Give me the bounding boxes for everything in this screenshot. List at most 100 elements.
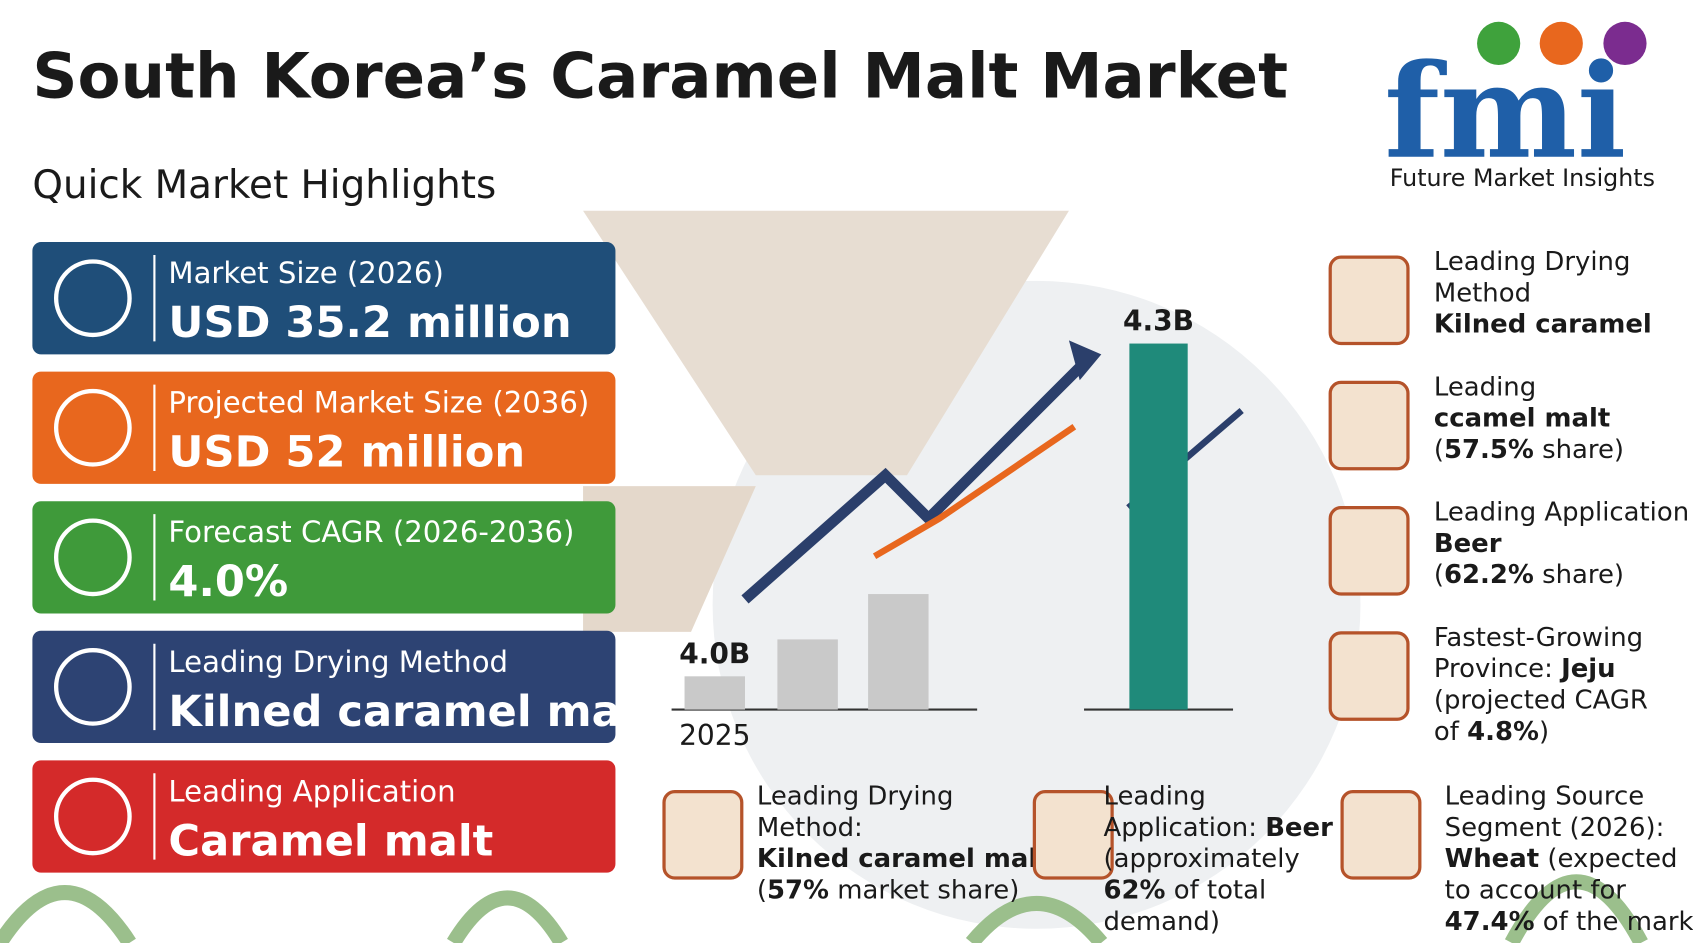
info-line: Leading Drying bbox=[1434, 247, 1631, 277]
bar bbox=[684, 676, 746, 710]
info-text: (approximately bbox=[1103, 844, 1299, 874]
highlight-value: USD 35.2 million bbox=[168, 298, 571, 348]
highlight-value: 4.0% bbox=[168, 557, 288, 607]
logo-dot bbox=[1539, 21, 1583, 65]
info-text: Wheat bbox=[1445, 844, 1539, 874]
info-text: Application: bbox=[1103, 813, 1265, 843]
highlight-icon bbox=[53, 259, 132, 338]
info-line: Province: Jeju bbox=[1434, 654, 1616, 684]
highlight-label: Projected Market Size (2036) bbox=[168, 386, 589, 420]
info-text: Jeju bbox=[1559, 654, 1616, 684]
logo-caption: Future Market Insights bbox=[1390, 164, 1655, 192]
highlight-box bbox=[32, 760, 616, 873]
info-text: Kilned caramel bbox=[1434, 310, 1652, 340]
highlight-box bbox=[32, 630, 616, 744]
info-text: (projected CAGR bbox=[1434, 685, 1648, 715]
info-text: of total bbox=[1165, 876, 1266, 906]
trend-arrow bbox=[741, 352, 1095, 604]
photo-decoration bbox=[583, 486, 756, 632]
highlight-icon bbox=[53, 648, 132, 726]
info-line: Segment (2026): bbox=[1445, 813, 1665, 843]
info-line: Wheat (expected bbox=[1445, 844, 1678, 874]
highlight-label: Leading Application bbox=[168, 774, 455, 808]
info-line: Beer bbox=[1434, 529, 1502, 559]
info-text: of bbox=[1434, 717, 1467, 747]
highlight-box bbox=[32, 242, 616, 355]
info-line: Method bbox=[1434, 278, 1531, 308]
info-line: (62.2% share) bbox=[1434, 560, 1624, 590]
bar-value-label: 4.3B bbox=[1123, 305, 1194, 338]
info-line: Application: Beer bbox=[1103, 813, 1333, 843]
info-line: 62% of total bbox=[1103, 876, 1266, 906]
bar-decoration bbox=[777, 639, 838, 710]
info-icon bbox=[1328, 255, 1410, 346]
info-line: (projected CAGR bbox=[1434, 685, 1648, 715]
info-line: Leading bbox=[1103, 782, 1205, 812]
info-text: 62% bbox=[1103, 876, 1165, 906]
info-icon bbox=[662, 790, 744, 880]
info-text: 57.5% bbox=[1444, 435, 1534, 465]
info-text: market share) bbox=[829, 876, 1019, 906]
highlight-icon bbox=[53, 777, 132, 856]
trend-arrow-head bbox=[1068, 340, 1102, 381]
info-text: Segment (2026): bbox=[1445, 813, 1665, 843]
logo-dot bbox=[1477, 21, 1521, 65]
highlight-icon bbox=[53, 388, 132, 467]
info-text: ccamel malt bbox=[1434, 404, 1610, 434]
info-text: Leading bbox=[1103, 782, 1205, 812]
info-text: (expected bbox=[1539, 844, 1677, 874]
photo-decoration bbox=[583, 210, 1069, 476]
plant-decoration bbox=[0, 874, 1648, 943]
bar-value-label: 4.0B bbox=[679, 637, 750, 670]
info-text: Beer bbox=[1265, 813, 1333, 843]
info-text: of the marke bbox=[1535, 907, 1693, 937]
bar bbox=[1129, 343, 1188, 710]
logo: fmi Future Market Insights bbox=[1384, 21, 1655, 192]
info-text: Beer bbox=[1434, 529, 1502, 559]
highlight-value: Kilned caramel malt bbox=[168, 687, 656, 737]
info-line: (approximately bbox=[1103, 844, 1299, 874]
info-line: Leading Application bbox=[1434, 498, 1689, 528]
info-text: share) bbox=[1534, 560, 1624, 590]
info-text: 57% bbox=[767, 876, 829, 906]
info-line: Leading Drying bbox=[757, 782, 954, 812]
info-text: 4.8% bbox=[1467, 717, 1539, 747]
info-text: Leading Application bbox=[1434, 498, 1689, 528]
info-text: Kilned caramel malt bbox=[757, 844, 1050, 874]
highlight-box bbox=[32, 501, 616, 614]
info-text: share) bbox=[1534, 435, 1624, 465]
info-text: Leading Source bbox=[1445, 782, 1645, 812]
info-text: ( bbox=[757, 876, 767, 906]
logo-dot bbox=[1603, 21, 1647, 65]
info-icon bbox=[1328, 380, 1410, 471]
info-line: Fastest-Growing bbox=[1434, 623, 1643, 653]
highlight-value: USD 52 million bbox=[168, 428, 525, 478]
info-text: Fastest-Growing bbox=[1434, 623, 1643, 653]
info-icon bbox=[1328, 631, 1410, 721]
info-line: (57.5% share) bbox=[1434, 435, 1624, 465]
info-line: of 4.8%) bbox=[1434, 717, 1549, 747]
info-line: ccamel malt bbox=[1434, 404, 1610, 434]
highlight-box bbox=[32, 371, 616, 484]
info-line: Kilned caramel bbox=[1434, 310, 1652, 340]
info-line: Kilned caramel malt bbox=[757, 844, 1050, 874]
highlight-label: Leading Drying Method bbox=[168, 645, 508, 679]
info-text: to account for bbox=[1445, 876, 1627, 906]
info-text: ( bbox=[1434, 435, 1444, 465]
logo-text: fmi bbox=[1384, 35, 1626, 188]
info-line: demand) bbox=[1103, 907, 1219, 937]
highlight-icon bbox=[53, 518, 132, 597]
info-icon bbox=[1340, 790, 1422, 880]
title: South Korea’s Caramel Malt Market bbox=[32, 39, 1288, 112]
info-text: Province: bbox=[1434, 654, 1561, 684]
info-line: to account for bbox=[1445, 876, 1627, 906]
info-text: Method: bbox=[757, 813, 863, 843]
info-text: 62.2% bbox=[1444, 560, 1534, 590]
highlight-value: Caramel malt bbox=[168, 816, 493, 866]
info-text: ) bbox=[1539, 717, 1549, 747]
info-icon bbox=[1328, 506, 1410, 596]
info-icon bbox=[1032, 790, 1114, 880]
info-line: Leading Source bbox=[1445, 782, 1645, 812]
info-text: Leading bbox=[1434, 372, 1536, 402]
